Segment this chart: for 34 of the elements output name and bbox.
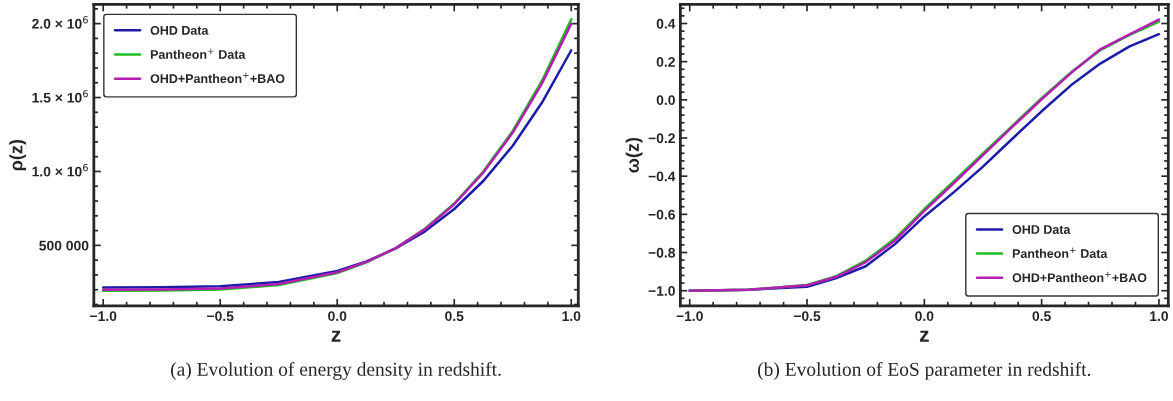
x-tick-label: −1.0 — [90, 311, 117, 322]
y-tick-label: 500 000 — [39, 240, 89, 251]
x-tick-label: 1.0 — [1150, 311, 1169, 322]
legend-label: OHD Data — [150, 25, 209, 35]
y-axis-title: ω(z) — [625, 137, 643, 173]
x-tick-label: −1.0 — [676, 311, 703, 322]
legend-label: OHD Data — [1012, 225, 1071, 234]
text: (b) Evolution of EoS parameter in redshift. — [758, 362, 1091, 380]
y-tick-label: −1.0 — [648, 286, 675, 296]
y-tick-label: −0.2 — [648, 133, 675, 144]
x-tick-label: 0.5 — [1032, 311, 1051, 322]
x-axis-title: z — [919, 330, 929, 342]
legend-label: Pantheon$^{+}$ Data — [1012, 247, 1108, 258]
legend-label: OHD+Pantheon$^{+}$+BAO — [1012, 271, 1147, 283]
text: (a) Evolution of energy density in redshift. — [171, 361, 501, 380]
x-tick-label: 0.0 — [328, 311, 347, 322]
legend-label: Pantheon$^{+}$ Data — [150, 48, 246, 59]
y-tick-label: 1.5 × 10$^{6}$ — [32, 89, 88, 103]
x-tick-label: −0.5 — [793, 311, 821, 322]
y-tick-label: −0.6 — [648, 209, 675, 220]
x-tick-label: 0.5 — [445, 311, 464, 322]
y-tick-label: −0.8 — [648, 247, 676, 258]
x-tick-label: −0.5 — [207, 311, 234, 322]
y-tick-label: 1.0 × 10$^{6}$ — [32, 163, 88, 177]
y-tick-label: 2.0 × 10$^{6}$ — [32, 16, 88, 29]
y-axis-title: ρ(z) — [9, 139, 27, 171]
y-tick-label: 0.4 — [656, 18, 676, 29]
y-tick-label: 0.0 — [656, 95, 675, 106]
y-tick-label: −0.4 — [648, 171, 676, 182]
x-tick-label: 1.0 — [562, 311, 581, 322]
x-axis-title: z — [331, 330, 341, 342]
x-tick-label: 0.0 — [915, 311, 934, 322]
y-tick-label: 0.2 — [656, 57, 675, 67]
legend-label: OHD+Pantheon$^{+}$+BAO — [150, 72, 285, 84]
